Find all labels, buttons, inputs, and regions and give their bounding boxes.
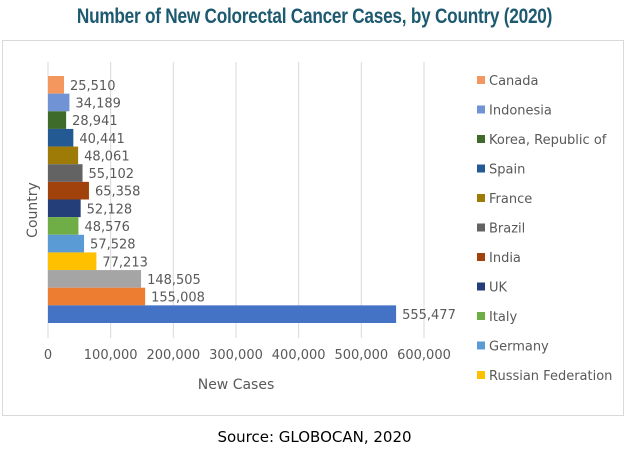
legend-label: UK <box>489 281 508 296</box>
bar <box>48 111 67 129</box>
bar <box>48 164 83 182</box>
x-tick-label: 600,000 <box>397 348 451 363</box>
legend-item: Korea, Republic of <box>477 133 607 148</box>
chart-title: Number of New Colorectal Cancer Cases, b… <box>76 5 553 28</box>
source-note: Source: GLOBOCAN, 2020 <box>217 428 412 446</box>
y-axis-label: Country <box>25 182 41 238</box>
x-tick-label: 300,000 <box>209 348 263 363</box>
legend-label: Korea, Republic of <box>489 133 607 148</box>
legend-label: Spain <box>489 163 525 178</box>
legend-item: Germany <box>477 340 549 355</box>
data-label: 555,477 <box>402 308 456 323</box>
data-label: 155,008 <box>151 291 205 306</box>
legend-swatch <box>477 164 485 173</box>
x-tick-label: 500,000 <box>334 348 388 363</box>
legend-swatch <box>477 135 485 143</box>
data-label: 55,102 <box>89 167 134 182</box>
x-tick-labels: 0 100,000 200,000 300,000 400,000 500,000 600,… <box>44 348 451 363</box>
legend-label: Italy <box>489 310 518 325</box>
data-label: 52,128 <box>87 202 132 217</box>
legend-swatch <box>477 282 485 291</box>
bar <box>48 146 79 165</box>
bars <box>48 76 397 323</box>
legend-swatch <box>477 312 485 320</box>
legend-swatch <box>477 253 485 261</box>
legend-swatch <box>477 341 485 350</box>
bar <box>48 199 81 218</box>
bar <box>48 252 97 271</box>
legend-item: France <box>477 192 532 207</box>
bar <box>48 181 89 200</box>
bar <box>48 234 85 253</box>
legend-swatch <box>477 371 485 379</box>
x-tick-label: 100,000 <box>84 348 138 363</box>
x-axis-label: New Cases <box>198 377 275 393</box>
legend-item: Indonesia <box>477 104 552 119</box>
data-label: 40,441 <box>79 132 125 147</box>
data-labels: 25,510 34,189 28,941 40,441 48,061 55,102 65,3… <box>70 79 456 323</box>
data-label: 148,505 <box>147 273 201 288</box>
legend-label: Russian Federation <box>489 369 612 384</box>
legend-item: UK <box>477 281 508 296</box>
legend-swatch <box>477 223 485 232</box>
legend-label: Canada <box>489 74 538 89</box>
legend-swatch <box>477 76 485 84</box>
bar <box>48 128 74 147</box>
data-label: 57,528 <box>90 238 135 253</box>
bar <box>48 305 397 323</box>
legend-item: Russian Federation <box>477 369 612 384</box>
chart-frame <box>2 40 624 416</box>
legend-item: Canada <box>477 74 538 89</box>
x-tick-label: 200,000 <box>146 348 200 363</box>
data-label: 48,576 <box>84 220 130 235</box>
bar <box>48 270 142 288</box>
data-label: 77,213 <box>102 255 148 270</box>
legend-swatch <box>477 194 485 202</box>
legend-item: Spain <box>477 163 525 178</box>
legend-label: Brazil <box>489 222 525 237</box>
x-tick-label: 400,000 <box>272 348 326 363</box>
data-label: 28,941 <box>72 114 118 129</box>
legend-item: Brazil <box>477 222 525 237</box>
bar <box>48 76 64 94</box>
data-label: 34,189 <box>75 96 121 111</box>
legend-label: Indonesia <box>489 104 552 119</box>
data-label: 48,061 <box>84 149 130 164</box>
bar <box>48 217 79 235</box>
legend-item: India <box>477 251 521 266</box>
legend-label: Germany <box>489 340 549 355</box>
legend-swatch <box>477 105 485 114</box>
legend-label: India <box>489 251 521 266</box>
bar <box>48 93 70 112</box>
data-label: 25,510 <box>70 79 116 94</box>
bar <box>48 287 146 306</box>
data-label: 65,358 <box>95 185 140 200</box>
legend-label: France <box>489 192 532 207</box>
x-tick-label: 0 <box>44 348 52 363</box>
legend: Canada Indonesia Korea, Republic of Spain Fr… <box>477 74 612 384</box>
legend-item: Italy <box>477 310 518 325</box>
